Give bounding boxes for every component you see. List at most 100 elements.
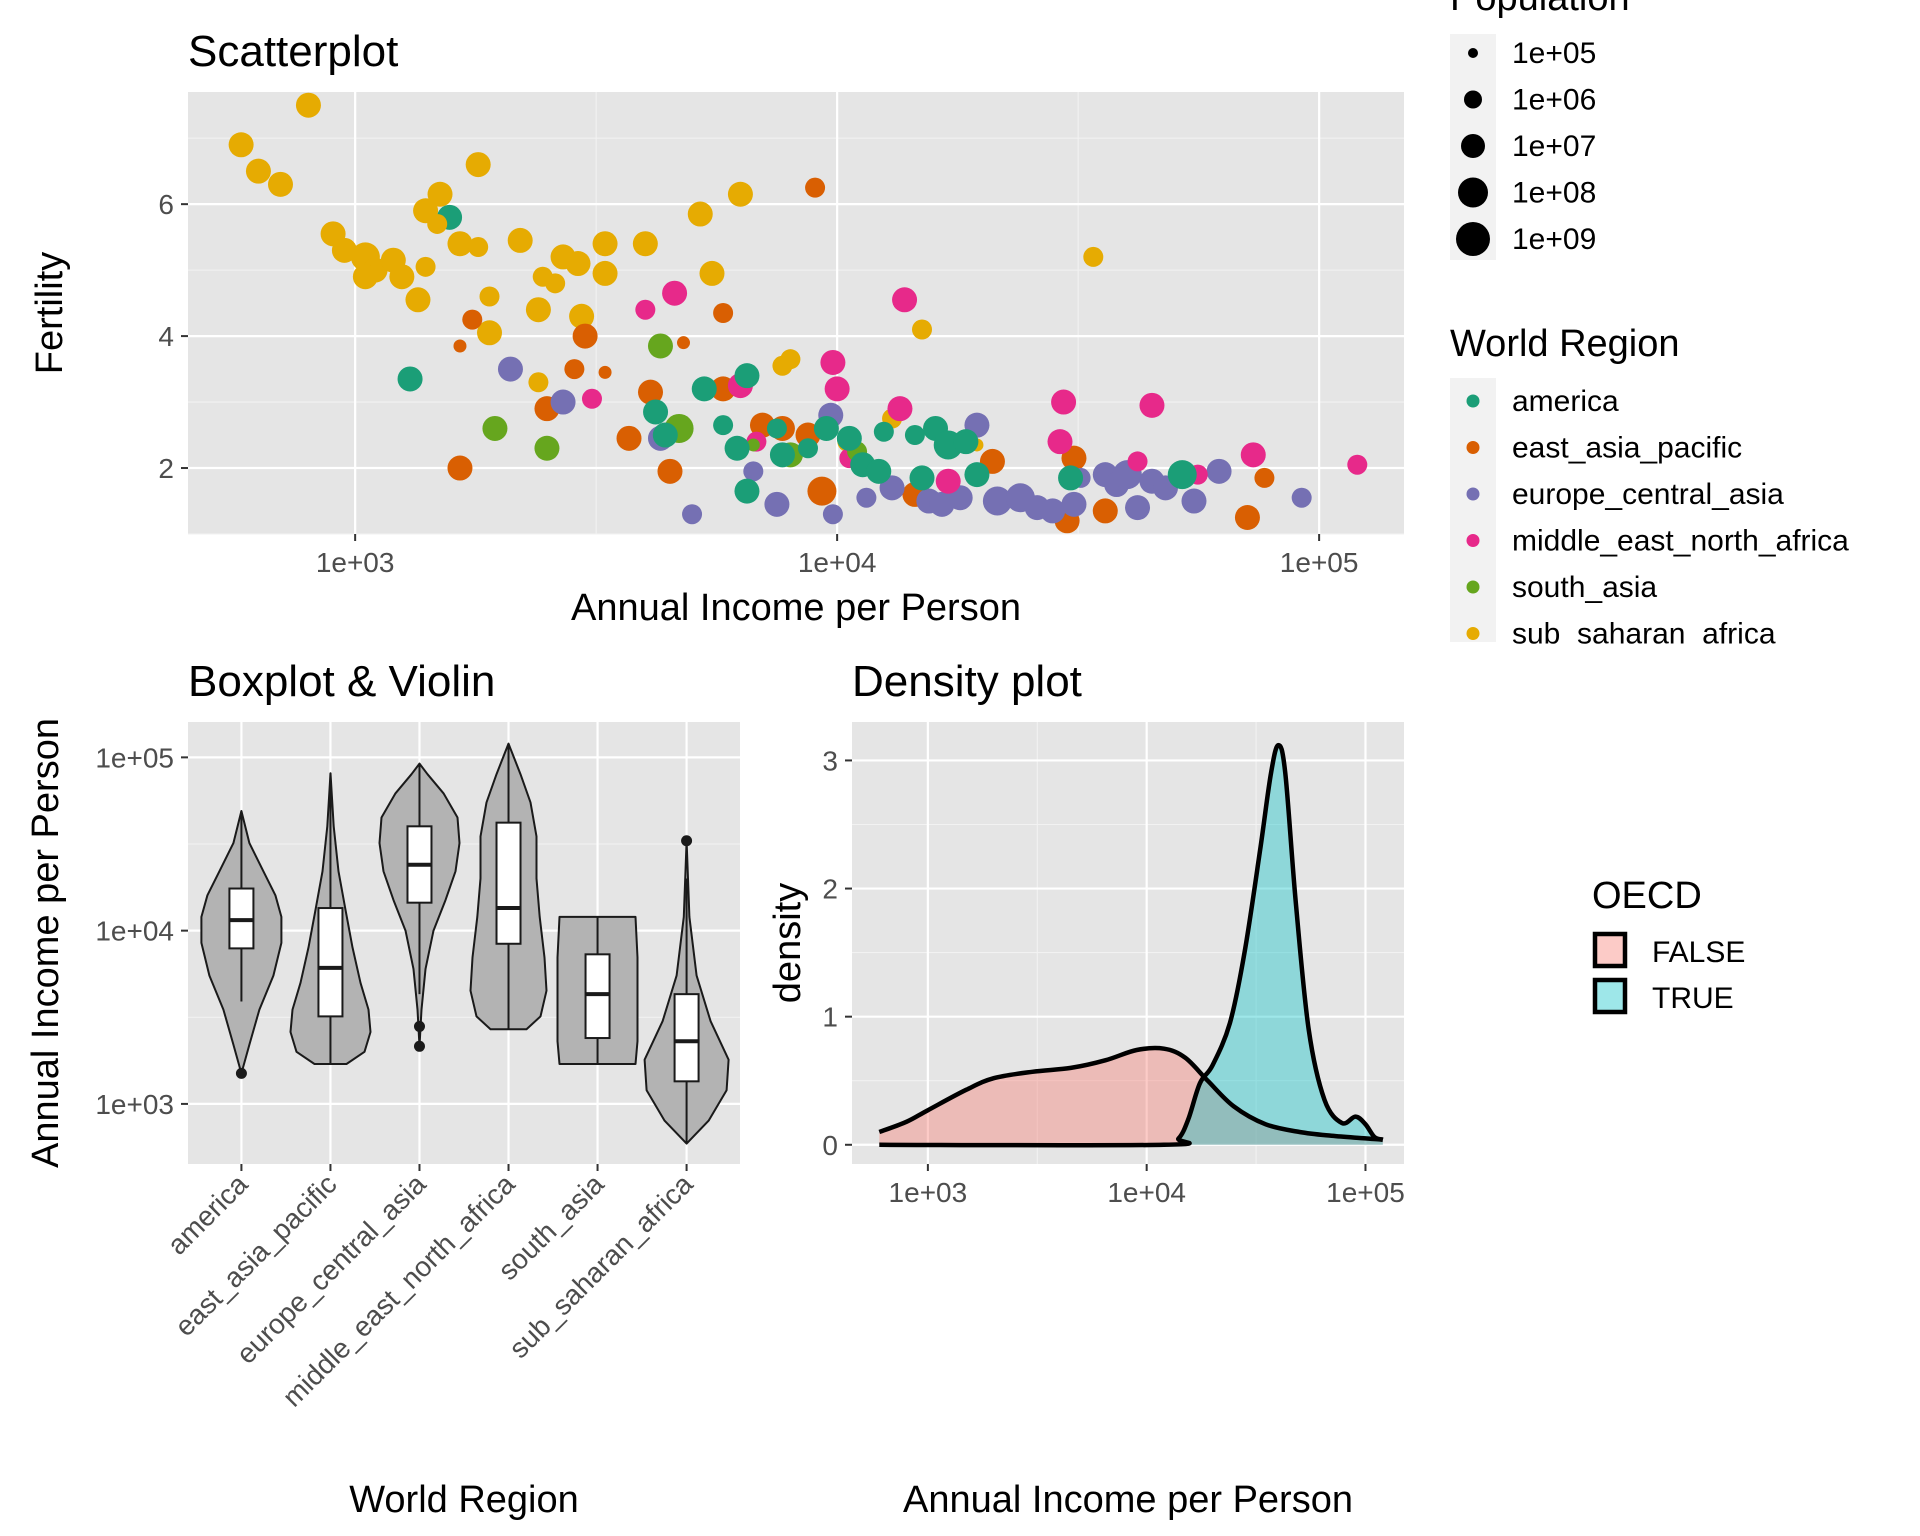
population-legend-label: 1e+07 [1512,130,1596,163]
population-legend-label: 1e+06 [1512,84,1596,117]
oecd-legend-key [1592,977,1628,1015]
population-legend-label: 1e+09 [1512,223,1596,256]
scatter-point [427,213,448,234]
population-legend: Population 1e+05 1e+06 1e+07 1e+08 1e+09 [1450,0,1630,260]
violin-y-tick-label: 1e+03 [95,1089,174,1120]
violin-x-tick-label: east_asia_pacific [169,1168,343,1342]
scatter-point [1347,454,1368,475]
scatter-point [652,422,678,448]
scatter-point [676,336,690,350]
scatter-point [1061,445,1087,471]
scatter-point [982,486,1012,516]
region-legend: World Region america east_asia_pacificeur… [1450,323,1849,651]
region-legend-label: sub_saharan_africa [1512,618,1776,651]
scatter-x-label: Annual Income per Person [571,587,1021,629]
violin-y-label: Annual Income per Person [25,718,67,1168]
region-legend-label: south_asia [1512,571,1657,604]
scatter-point [1167,460,1197,490]
density-title: Density plot [852,657,1082,706]
scatter-point [780,349,801,370]
scatter-point [1125,495,1151,521]
scatter-point [405,287,431,313]
scatter-point [534,435,560,461]
density-chart: 1e+03 1e+04 1e+05 0 1 2 3 Density plot Annual … [767,657,1405,1521]
oecd-legend-label: FALSE [1652,936,1745,969]
scatter-y-tick-label: 4 [158,321,174,352]
region-legend-key [1466,580,1480,594]
violin-x-label: World Region [349,1479,579,1521]
population-legend-label: 1e+05 [1512,37,1596,70]
scatter-point [1092,498,1118,524]
scatter-point [904,425,925,446]
scatter-x-tick-label: 1e+04 [798,547,877,578]
population-legend-entries: 1e+05 1e+06 1e+07 1e+08 1e+09 [1456,37,1596,256]
scatter-point [797,438,818,459]
scatter-point [1058,465,1084,491]
scatter-point [465,152,491,178]
violin-x-tick-label: america [161,1168,254,1261]
density-line-true [879,742,1384,1148]
box-outlier [681,835,693,847]
violin-y-tick-label: 1e+05 [95,742,174,773]
scatter-point [569,303,595,329]
scatter-point [805,177,826,198]
scatter-y-tick-label: 6 [158,189,174,220]
density-x-tick-label: 1e+03 [889,1177,968,1208]
scatter-point [909,465,935,491]
scatter-point [497,356,523,382]
scatter-point [856,487,877,508]
scatter-points [228,92,1368,534]
scatter-point [468,237,489,258]
population-legend-key [1458,177,1488,208]
scatter-point [598,365,612,379]
scatter-point [447,455,473,481]
scatter-point [713,303,734,323]
oecd-legend-key [1592,931,1628,969]
scatter-point [724,435,750,461]
density-area-true [879,745,1383,1146]
oecd-legend-title: OECD [1592,875,1702,917]
scatter-point [1061,491,1087,517]
density-x-tick-label: 1e+04 [1107,1177,1186,1208]
density-y-tick-label: 0 [822,1130,838,1161]
box-outlier [235,1067,247,1079]
scatter-point [295,92,321,118]
population-legend-label: 1e+08 [1512,177,1596,210]
scatter-point [635,299,656,320]
oecd-legend: OECD FALSE TRUE [1592,875,1745,1015]
density-x-label: Annual Income per Person [903,1479,1353,1521]
scatter-point [929,491,955,517]
scatter-point [887,396,913,422]
scatter-point [813,415,839,441]
region-legend-title: World Region [1450,323,1680,365]
scatter-point [836,425,862,451]
scatter-point [1234,505,1260,531]
population-legend-key [1464,90,1482,109]
scatter-point [766,418,787,439]
scatter-point [820,349,846,375]
scatter-point [935,468,961,494]
scatter-point [822,504,843,525]
scatter-point [550,389,576,415]
scatter-point [565,251,591,277]
scatter-point [564,359,585,380]
density-ticks: 1e+03 1e+04 1e+05 0 1 2 3 [822,745,1404,1208]
scatter-point [687,201,713,227]
violin-title: Boxplot & Violin [188,657,495,706]
scatter-point [1040,498,1066,524]
scatter-point [1181,488,1207,514]
scatter-point [1206,458,1232,484]
scatter-point [447,231,473,257]
scatter-point [592,231,618,257]
scatter-x-tick-label: 1e+05 [1280,547,1359,578]
scatter-point [657,458,683,484]
scatter-point [462,309,483,330]
violin-y-tick-label: 1e+04 [95,916,174,947]
scatter-point [477,320,503,346]
scatter-point [1051,389,1077,415]
scatter-point [691,376,717,402]
violin-chart: 1e+031e+041e+05americaeast_asia_pacifice… [25,657,740,1521]
region-legend-key-bg [1450,378,1496,642]
scatter-point [616,425,642,451]
